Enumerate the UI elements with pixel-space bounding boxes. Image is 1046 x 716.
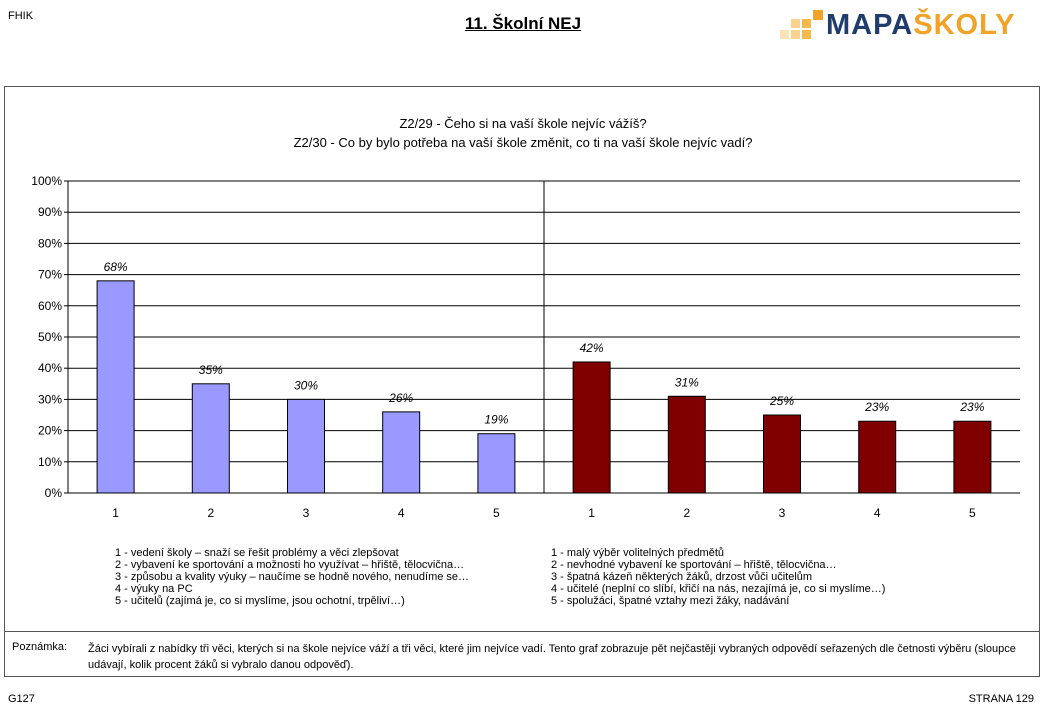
bar-g1-4 [382,411,421,494]
footer-page-number: STRANA 129 [968,693,1034,705]
y-tick-label: 70% [38,268,62,282]
legend-left-item-5: 5 - učitelů (zajímá je, co si myslíme, j… [115,595,405,607]
bar-g2-4 [858,420,897,494]
bar-g2-2 [667,395,706,494]
bar-g1-1 [96,280,135,494]
data-label-g1-5: 19% [484,413,508,427]
school-code: FHIK [8,10,34,22]
x-tick-label: 5 [493,506,500,520]
data-label-g1-1: 68% [104,260,128,274]
bar-g2-3 [763,414,801,494]
legend-right: 1 - malý výběr volitelných předmětů 2 - n… [551,547,885,607]
y-tick-label: 40% [38,361,62,375]
bar-g2-1 [572,361,611,494]
bar-g2-5 [953,420,992,494]
legend-right-item-5: 5 - spolužáci, špatné vztahy mezi žáky, … [551,595,790,607]
legend-left-item-1: 1 - vedení školy – snaží se řešit problé… [115,547,399,559]
bar-g1-3 [287,398,325,494]
legend-left-item-3: 3 - způsobu a kvality výuky – naučíme se… [115,571,470,583]
logo-squares-icon [780,10,823,39]
x-tick-label: 2 [207,506,214,520]
x-tick-label: 3 [779,506,786,520]
x-tick-label: 2 [683,506,690,520]
legend-right-item-2: 2 - nevhodné vybavení ke sportování – hř… [551,559,837,571]
chart-title: Z2/29 - Čeho si na vaší škole nejvíc váž… [0,114,1046,152]
legend-left-item-2: 2 - vybavení ke sportování a možnosti ho… [115,559,465,571]
x-tick-label: 5 [969,506,976,520]
data-label-g1-2: 35% [199,363,223,377]
x-tick-label: 1 [112,506,119,520]
note-frame [4,631,1040,677]
x-tick-label: 1 [588,506,595,520]
y-tick-label: 80% [38,236,62,250]
x-tick-label: 3 [303,506,310,520]
bar-g1-2 [191,383,230,494]
legend-right-item-1: 1 - malý výběr volitelných předmětů [551,547,725,559]
data-label-g1-4: 26% [388,391,413,405]
data-label-g2-3: 25% [769,394,794,408]
mapa-skoly-logo: MAPAŠKOLY [780,8,1030,42]
y-tick-label: 10% [38,455,62,469]
x-tick-label: 4 [874,506,881,520]
footer-code: G127 [8,693,35,705]
x-tick-label: 4 [398,506,405,520]
legend-left-item-4: 4 - výuky na PC [115,583,193,595]
y-tick-label: 20% [38,424,62,438]
legend-right-item-3: 3 - špatná kázeň některých žáků, drzost … [551,571,813,583]
chart-title-line2: Z2/30 - Co by bylo potřeba na vaší škole… [293,135,753,150]
data-label-g1-3: 30% [294,378,318,392]
page-title: 11. Školní NEJ [464,14,582,33]
legend-right-item-4: 4 - učitelé (neplní co slíbí, křičí na n… [551,583,886,595]
legend-left: 1 - vedení školy – snaží se řešit problé… [115,547,469,607]
y-tick-label: 0% [45,486,63,500]
y-tick-label: 60% [38,299,62,313]
data-label-g2-5: 23% [959,400,984,414]
chart-title-line1: Z2/29 - Čeho si na vaší škole nejvíc váž… [399,116,647,131]
y-tick-label: 50% [38,330,62,344]
note-label: Poznámka: [12,641,68,653]
bar-g1-5 [477,433,516,494]
data-label-g2-4: 23% [864,400,889,414]
y-tick-label: 100% [31,174,62,188]
y-tick-label: 90% [38,205,62,219]
bar-chart: 0% 10% 20% 30% 40% 50% 60% 70% 80% 90% 100% 68% 1 35%… [31,174,1020,520]
y-tick-label: 30% [38,392,62,406]
data-label-g2-2: 31% [675,375,699,389]
note-text: Žáci vybírali z nabídky tři věci, kterýc… [88,643,1016,671]
data-label-g2-1: 42% [580,341,604,355]
